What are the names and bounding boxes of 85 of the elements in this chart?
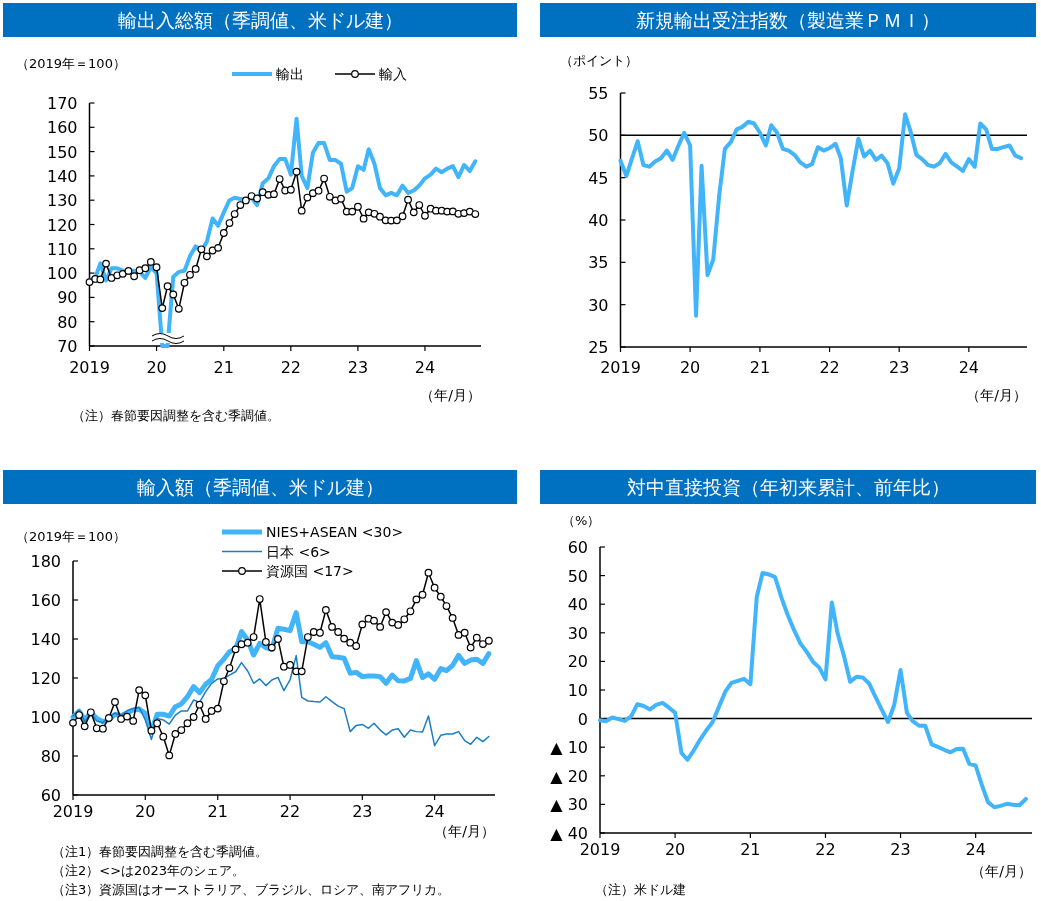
text: （注3）資源国はオーストラリア、ブラジル、ロシア、南アフリカ。 (52, 882, 451, 897)
legend-label: 輸出 (276, 66, 304, 82)
y-tick-label: ▲ 20 (550, 766, 588, 786)
y-tick-label: 160 (30, 591, 61, 610)
y-tick-label: 120 (46, 215, 78, 235)
line-series (618, 112, 1024, 318)
y-tick-label: 50 (588, 126, 609, 146)
x-tick-label: 20 (664, 840, 686, 859)
text: （注2）<>は2023年のシェア。 (52, 863, 246, 878)
y-tick-label: 10 (567, 681, 588, 700)
y-tick-label: 40 (567, 595, 588, 615)
x-tick-label: 21 (740, 840, 761, 859)
y-tick-label: ▲ 10 (550, 738, 588, 758)
x-tick-label: 20 (146, 358, 167, 377)
chart-title: 輸入額（季調値、米ドル建） (136, 476, 384, 498)
y-tick-label: 70 (57, 337, 78, 356)
y-tick-label: 120 (30, 669, 61, 688)
legend-label: 資源国 <17> (266, 563, 354, 579)
y-tick-label: 130 (46, 191, 78, 211)
y-tick-label: 170 (46, 94, 78, 113)
line-series (598, 571, 1028, 810)
y-tick-label: ▲ 30 (550, 795, 588, 815)
x-tick-label: 2019 (600, 358, 641, 377)
x-tick-label: 22 (815, 840, 836, 859)
y-tick-label: 20 (567, 652, 588, 672)
x-tick-label: 22 (280, 358, 302, 377)
x-tick-label: 23 (347, 358, 369, 377)
x-tick-label: 21 (213, 358, 234, 377)
y-tick-label: 30 (588, 295, 609, 315)
y-tick-label: 90 (57, 288, 78, 308)
y-axis-title: （2019年＝100） (16, 56, 126, 71)
y-tick-label: 50 (567, 566, 588, 586)
y-tick-label: 160 (46, 118, 78, 138)
y-tick-label: 25 (588, 338, 609, 357)
x-tick-label: 2019 (69, 358, 110, 377)
y-tick-label: 0 (577, 709, 588, 729)
x-tick-label: 24 (965, 840, 986, 859)
x-tick-label: 20 (679, 358, 701, 377)
y-tick-label: 100 (30, 708, 61, 727)
x-tick-label: 23 (889, 358, 910, 377)
x-tick-label: 22 (819, 358, 840, 377)
y-tick-label: 80 (40, 747, 61, 766)
line-series (72, 654, 490, 747)
text: （注）春節要因調整を含む季調値。 (72, 408, 280, 423)
chart-title: 新規輸出受注指数（製造業ＰＭＩ） (636, 9, 940, 31)
x-axis-title: （年/月） (434, 823, 495, 839)
y-tick-label: 40 (588, 211, 609, 230)
y-tick-label: 100 (46, 264, 78, 284)
x-tick-label: 2019 (52, 802, 94, 821)
y-tick-label: 140 (30, 630, 61, 649)
y-tick-label: 55 (588, 84, 609, 103)
chart-title: 対中直接投資（年初来累計、前年比） (626, 476, 950, 498)
x-axis-title: （年/月） (420, 387, 481, 403)
x-axis-title: （年/月） (971, 863, 1032, 879)
x-tick-label: 24 (424, 802, 445, 821)
legend-label: 日本 <6> (266, 543, 331, 560)
x-tick-label: 21 (207, 802, 228, 821)
y-tick-label: 150 (46, 142, 78, 162)
y-axis-title: （ポイント） (560, 53, 638, 68)
x-tick-label: 22 (279, 802, 301, 821)
legend-label: 輸入 (379, 66, 407, 82)
y-tick-label: 180 (30, 552, 61, 571)
y-tick-label: 45 (588, 168, 609, 188)
chart-title: 輸出入総額（季調値、米ドル建） (117, 9, 403, 31)
x-tick-label: 21 (749, 358, 771, 377)
y-tick-label: 110 (46, 239, 78, 259)
y-tick-label: 80 (57, 312, 78, 332)
text: （注1）春節要因調整を含む季調値。 (52, 844, 269, 859)
y-axis-title: （%） (562, 513, 601, 528)
y-tick-label: 140 (46, 166, 78, 186)
legend-label: NIES+ASEAN <30> (266, 524, 404, 540)
y-tick-label: ▲ 40 (550, 824, 588, 843)
y-tick-label: 30 (567, 623, 588, 643)
x-tick-label: 2019 (579, 840, 621, 859)
x-tick-label: 23 (352, 802, 373, 821)
y-tick-label: 60 (567, 538, 588, 557)
text: （注）米ドル建 (595, 882, 686, 897)
x-axis-title: （年/月） (966, 387, 1027, 403)
y-tick-label: 35 (588, 253, 609, 273)
y-axis-title: （2019年＝100） (16, 529, 126, 544)
x-tick-label: 20 (135, 802, 156, 821)
x-tick-label: 23 (890, 840, 911, 859)
x-tick-label: 24 (958, 358, 979, 377)
y-tick-label: 60 (40, 786, 61, 805)
x-tick-label: 24 (414, 358, 436, 377)
